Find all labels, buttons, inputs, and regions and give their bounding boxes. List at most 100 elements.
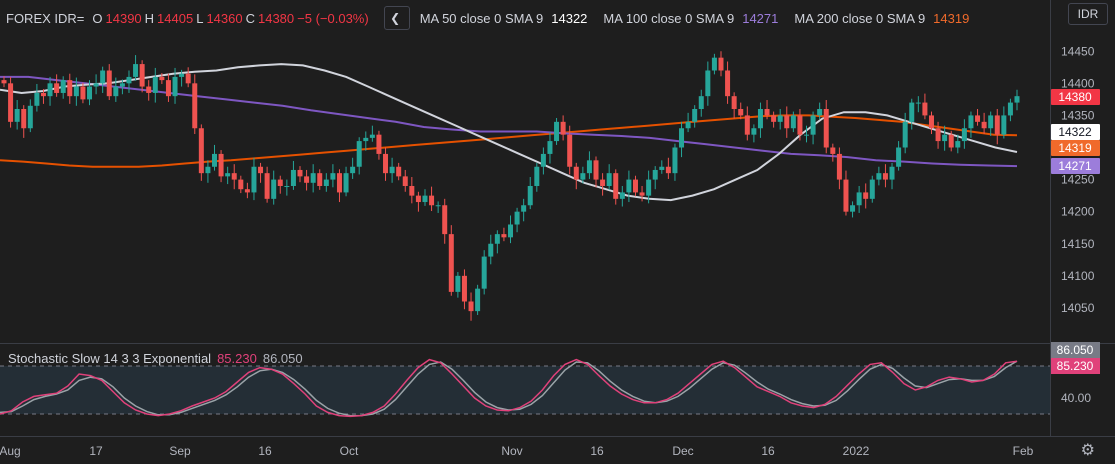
- candle-body: [422, 195, 428, 203]
- y-tick-label: 14200: [1061, 205, 1095, 219]
- change-value: −5 (−0.03%): [297, 10, 369, 26]
- candle-body: [856, 192, 862, 206]
- legend-bar: FOREX IDR= O 14390 H 14405 L 14360 C 14380 −…: [6, 6, 972, 30]
- candle-body: [277, 179, 283, 186]
- ma50-layer: [0, 63, 1018, 202]
- candle-body: [47, 83, 53, 97]
- candle-body: [988, 115, 994, 129]
- candle-body: [514, 211, 520, 225]
- gear-icon[interactable]: ⚙: [1080, 442, 1095, 459]
- candle-body: [87, 86, 93, 100]
- candle-body: [231, 173, 237, 180]
- candle-body: [692, 109, 698, 122]
- candle-body: [468, 301, 474, 312]
- collapse-legend-button[interactable]: ❮: [383, 6, 410, 30]
- candle-body: [396, 166, 402, 177]
- ma200-line: [0, 114, 1018, 168]
- candle-body: [915, 102, 921, 104]
- stochastic-label[interactable]: Stochastic Slow 14 3 3 Exponential: [8, 351, 212, 366]
- high-label: H: [144, 10, 155, 26]
- candle-body: [619, 192, 625, 199]
- candle-body: [823, 109, 829, 148]
- candle-body: [606, 173, 612, 186]
- ma100-label[interactable]: MA 100 close 0 SMA 9: [603, 10, 735, 26]
- candle-body: [1014, 96, 1020, 103]
- stochastic-layer: 40.00: [0, 358, 1091, 418]
- candle-body: [475, 288, 481, 312]
- candle-body: [705, 70, 711, 97]
- candle-body: [198, 128, 204, 174]
- candle-body: [192, 83, 198, 129]
- candle-body: [738, 109, 744, 116]
- price-badge-label: 14271: [1058, 159, 1092, 173]
- candle-body: [14, 109, 20, 122]
- candle-body: [613, 173, 619, 199]
- stochastic-band: [0, 366, 1050, 414]
- candle-body: [909, 102, 915, 122]
- candle-body: [238, 179, 244, 190]
- candle-body: [67, 80, 73, 97]
- candle-body: [113, 86, 119, 97]
- ma200-value: 14319: [933, 10, 970, 26]
- candle-body: [317, 173, 323, 186]
- candle-body: [323, 179, 329, 186]
- candle-body: [80, 86, 86, 100]
- candle-body: [948, 134, 954, 148]
- candle-body: [757, 109, 763, 129]
- candle-body: [632, 179, 638, 193]
- candle-body: [284, 186, 290, 187]
- x-tick-label: Feb: [1013, 444, 1034, 458]
- candle-body: [363, 137, 369, 142]
- stochastic-legend: Stochastic Slow 14 3 3 Exponential 85.230…: [8, 351, 303, 366]
- candle-body: [843, 179, 849, 212]
- low-value: 14360: [206, 10, 243, 26]
- ma200-label[interactable]: MA 200 close 0 SMA 9: [794, 10, 926, 26]
- candle-body: [494, 234, 500, 244]
- candle-body: [455, 275, 461, 292]
- candle-body: [73, 86, 79, 97]
- stochastic-d-line: [0, 360, 1018, 417]
- y-tick-label: 14100: [1061, 269, 1095, 283]
- currency-button[interactable]: IDR: [1068, 3, 1108, 25]
- candle-body: [8, 83, 14, 122]
- candle-body: [804, 134, 810, 136]
- stochastic-y-tick: 40.00: [1061, 391, 1091, 405]
- candle-body: [350, 166, 356, 174]
- stochastic-badge: [1051, 342, 1100, 358]
- candle-body: [922, 102, 928, 116]
- stochastic-badge-label: 85.230: [1057, 359, 1094, 373]
- ma50-line: [0, 63, 1018, 202]
- candle-body: [501, 234, 507, 238]
- candle-body: [27, 105, 33, 129]
- candle-body: [251, 166, 257, 193]
- candle-body: [415, 195, 421, 203]
- candle-body: [968, 115, 974, 129]
- candle-body: [679, 128, 685, 148]
- x-tick-label: Dec: [672, 444, 693, 458]
- candle-body: [310, 173, 316, 183]
- candle-body: [665, 166, 671, 174]
- price-badge: [1051, 140, 1100, 156]
- candle-body: [863, 192, 869, 199]
- candle-body: [902, 121, 908, 148]
- candle-body: [573, 166, 579, 180]
- candle-body: [896, 147, 902, 167]
- ma50-label[interactable]: MA 50 close 0 SMA 9: [419, 10, 544, 26]
- ma100-layer: [0, 75, 1018, 168]
- candle-body: [830, 147, 836, 154]
- y-tick-label: 14350: [1061, 108, 1095, 122]
- candle-body: [850, 205, 856, 212]
- y-tick-label: 14400: [1061, 76, 1095, 90]
- ma100-line: [0, 75, 1018, 168]
- candle-body: [935, 128, 941, 142]
- price-badge: [1051, 124, 1100, 140]
- close-value: 14380: [257, 10, 295, 26]
- candle-body: [942, 134, 948, 142]
- candle-body: [646, 179, 652, 196]
- candle-body: [211, 153, 217, 167]
- candle-body: [560, 121, 566, 135]
- candle-body: [389, 166, 395, 174]
- candle-body: [100, 70, 106, 84]
- candle-body: [527, 186, 533, 206]
